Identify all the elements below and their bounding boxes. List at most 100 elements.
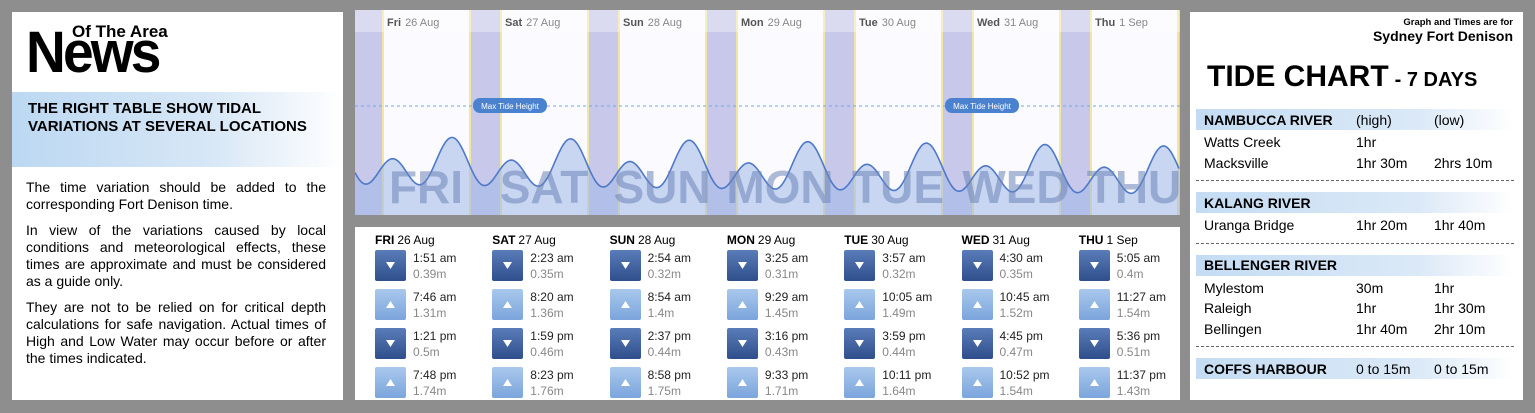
tide-icon [726,250,758,281]
tide-time: 7:48 pm [413,368,457,382]
tide-time: 8:54 am [647,290,691,304]
graph-top [355,10,1180,32]
day-heading: SUN 28 Aug [610,233,676,247]
logo-big: News [26,20,161,85]
day-date: 29 Aug [768,17,802,29]
day-name: TUE [844,233,869,247]
cell: 1hr [1434,279,1455,296]
big-day: MON [726,161,833,213]
tide-time: 1:59 pm [530,329,574,343]
arrow [503,379,513,386]
section-name: COFFS HARBOUR [1204,360,1327,377]
arrow [386,262,395,269]
paragraphs: The time variation should be added to th… [26,179,326,376]
day-date: 27 Aug [518,233,556,247]
day-heading: THU 1 Sep [1079,233,1138,247]
tide-icon [961,289,993,320]
tide-time: 11:27 am [1116,290,1166,304]
day-date: 26 Aug [397,233,435,247]
title: TIDE CHART - 7 DAYS [1207,60,1477,94]
tide-entry: 5:05 am 0.4m [1078,250,1196,284]
arrow [1089,262,1099,269]
cell: 1hr [1356,134,1377,151]
big-day: TUE [852,161,944,213]
cell: 1hr 30m [1434,300,1486,317]
tide-entry: 5:36 pm 0.51m [1078,328,1196,362]
section: KALANG RIVER Uranga Bridge 1hr 20m 1hr 40m [1196,192,1514,244]
tide-time: 10:11 pm [882,368,932,382]
section-col: (high) [1356,111,1392,128]
tide-time: 3:57 am [882,251,926,265]
wave-line [355,136,1180,195]
day-date: 1 Sep [1106,233,1138,247]
tide-icon [726,289,758,320]
arrow [972,340,982,347]
section-row: Watts Creek 1hr [1196,132,1514,153]
day-date: 1 Sep [1119,17,1148,29]
tide-time: 2:23 am [530,251,574,265]
section: BELLENGER RIVER Mylestom 30m 1hr Raleigh 1hr 1… [1196,254,1514,347]
tide-height: 0.39m [413,267,447,281]
heading: THE RIGHT TABLE SHOW TIDAL VARIATIONS AT… [12,92,343,167]
arrow [737,301,747,308]
tide-height: 1.64m [882,384,916,398]
tide-height: 1.4m [647,306,675,320]
tide-entry: 2:54 am 0.32m [609,250,727,284]
tide-height: 1.52m [999,306,1033,320]
day-short: Sun [623,17,644,29]
day-header: Sun 28 Aug [623,17,682,29]
big-day: SAT [500,161,589,213]
day-name: FRI [375,233,395,247]
arrow [503,301,513,308]
tide-icon [844,250,876,281]
tide-entry: 3:16 pm 0.43m [726,328,844,362]
day-date: 31 Aug [992,233,1030,247]
tide-icon [492,328,524,359]
cell: Mylestom [1204,279,1264,296]
tide-entry: 11:37 pm 1.43m [1078,367,1196,401]
arrow [503,262,513,269]
tide-time: 3:59 pm [882,329,926,343]
tide-icon [375,328,406,359]
tide-entry: 10:45 am 1.52m [961,289,1079,323]
chart-panel: Graph and Times are for Sydney Fort Deni… [1190,12,1523,400]
day-short: Wed [977,17,1000,29]
tide-height: 1.43m [1116,384,1151,398]
day-date: 29 Aug [757,233,796,247]
tide-height: 1.75m [647,384,681,398]
tide-height: 1.71m [764,384,799,398]
tide-height: 0.44m [882,345,916,359]
tide-entry: 1:21 pm 0.5m [375,328,492,362]
tide-height: 1.31m [413,306,447,320]
day-heading: WED 31 Aug [962,233,1030,247]
arrow [1089,301,1099,308]
tide-icon [609,250,641,281]
tide-height: 0.35m [530,267,564,281]
cell: Watts Creek [1204,134,1281,151]
section-row: Mylestom 30m 1hr [1196,278,1514,299]
tide-height: 0.51m [1116,345,1151,359]
day-date: 30 Aug [871,233,909,247]
max-tag [945,98,1019,113]
day-short: Mon [741,17,764,29]
cell: Uranga Bridge [1204,217,1295,234]
arrow [620,301,630,308]
tide-height: 1.49m [882,306,916,320]
tide-icon [1078,289,1110,320]
day-date: 31 Aug [1004,17,1038,29]
cell: 1hr [1356,300,1377,317]
tide-entry: 2:23 am 0.35m [492,250,609,284]
tide-icon [609,328,641,359]
tide-time: 10:05 am [882,290,933,304]
paragraph: In view of the variations caused by loca… [26,222,326,289]
tide-entry: 4:30 am 0.35m [961,250,1079,284]
subtitle: - 7 DAYS [1394,69,1478,91]
day-header: Sat 27 Aug [505,17,560,29]
tide-icon [492,250,524,281]
sections: NAMBUCCA RIVER (high) (low) Watts Creek 1hr M… [1196,109,1514,399]
arrow [1089,340,1099,347]
cell: Macksville [1204,154,1269,171]
tide-icon [375,367,406,398]
arrow [737,262,747,269]
tide-height: 1.54m [999,384,1033,398]
